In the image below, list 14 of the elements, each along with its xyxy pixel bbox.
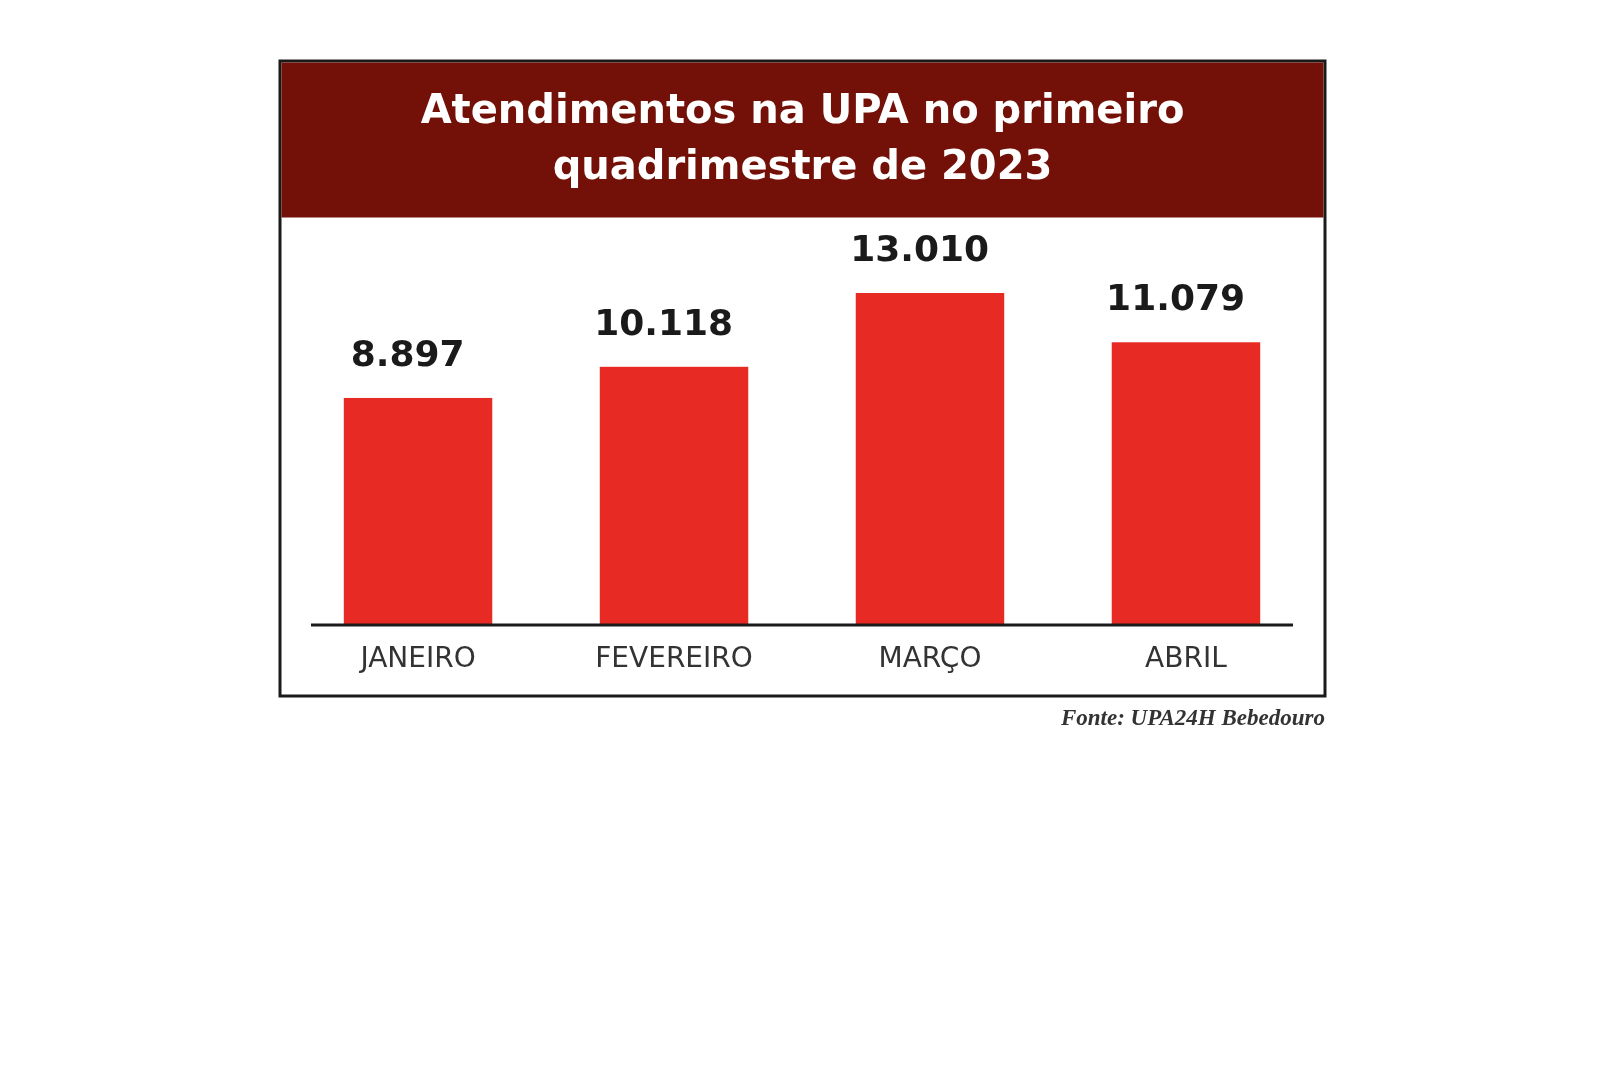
x-tick-label: FEVEREIRO [595, 641, 753, 674]
bar [343, 397, 493, 625]
data-label: 11.079 [1106, 277, 1246, 319]
x-tick-label: ABRIL [1145, 641, 1228, 674]
source-note: Fonte: UPA24H Bebedouro [1059, 705, 1325, 730]
data-label: 8.897 [350, 332, 465, 374]
chart-title: Atendimentos na UPA no primeiro quadrimestre de 2023 [420, 86, 1185, 188]
bar [599, 366, 749, 625]
x-tick-label: JANEIRO [358, 641, 476, 674]
data-label: 10.118 [594, 301, 734, 343]
bar [855, 293, 1005, 625]
x-tick-label: MARÇO [878, 641, 982, 674]
data-label: 13.010 [850, 228, 990, 269]
bar [1111, 342, 1261, 625]
